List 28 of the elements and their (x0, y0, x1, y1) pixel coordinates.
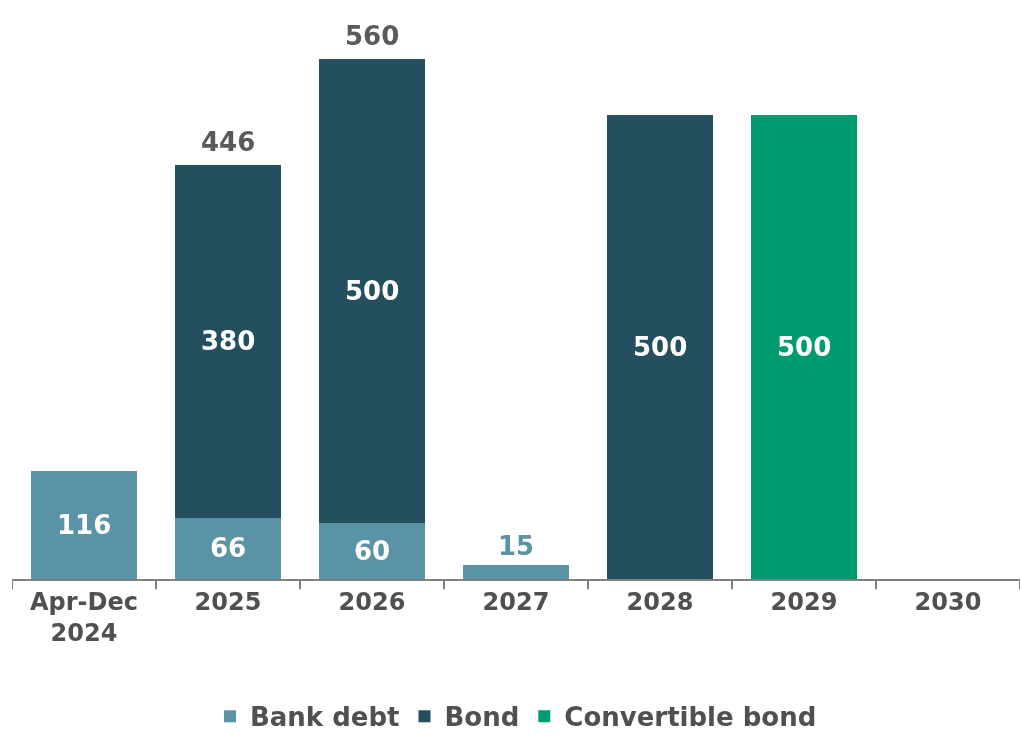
legend-label: Convertible bond (564, 702, 817, 733)
data-label: 500 (345, 276, 400, 306)
x-tick-label: 2029 (770, 587, 838, 616)
data-label: 500 (633, 332, 688, 362)
bar (174, 165, 282, 518)
bar (606, 114, 714, 579)
x-tick-label: 2030 (914, 587, 982, 616)
data-label: 60 (354, 536, 391, 566)
total-label: 560 (345, 21, 400, 51)
legend-label: Bank debt (250, 702, 400, 733)
data-label: 380 (201, 326, 256, 356)
data-label: 15 (498, 531, 535, 561)
bar (174, 517, 282, 579)
legend-label: Bond (444, 702, 520, 733)
bar (750, 114, 858, 579)
data-label: 66 (210, 533, 247, 563)
data-label: 500 (777, 332, 832, 362)
x-tick-label: 2026 (338, 587, 406, 616)
bar (318, 523, 426, 579)
x-tick-label: 2028 (626, 587, 694, 616)
bar (462, 565, 570, 579)
bar (318, 59, 426, 524)
total-label: 446 (201, 127, 256, 157)
x-tick-label: 2027 (482, 587, 550, 616)
x-tick-label: 2025 (194, 587, 262, 616)
x-tick-label: Apr-Dec 2024 (30, 587, 138, 647)
bar (30, 471, 138, 579)
data-label: 116 (57, 510, 112, 540)
